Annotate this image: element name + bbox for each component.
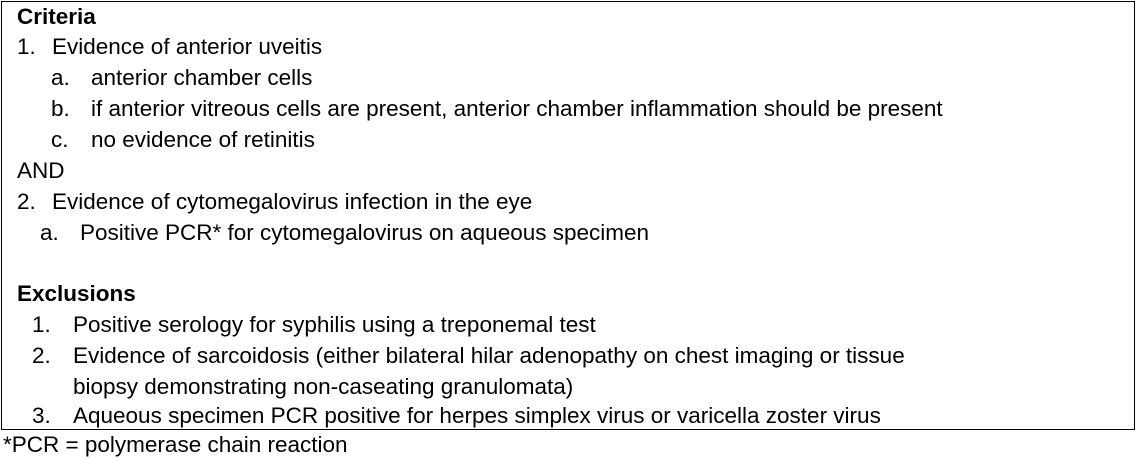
criteria-connector-and: AND xyxy=(17,158,65,183)
exclusion-item-1-number: 1. xyxy=(32,312,51,337)
footnote: *PCR = polymerase chain reaction xyxy=(3,432,348,457)
criteria-subitem-1c-text: no evidence of retinitis xyxy=(91,127,315,152)
criteria-item-1-text: Evidence of anterior uveitis xyxy=(52,34,323,59)
criteria-subitem-1b-letter: b. xyxy=(51,96,70,121)
criteria-subitem-1b-text: if anterior vitreous cells are present, … xyxy=(91,96,943,121)
exclusion-item-2-number: 2. xyxy=(32,343,51,368)
criteria-subitem-2a-letter: a. xyxy=(40,220,59,245)
exclusion-item-1-text: Positive serology for syphilis using a t… xyxy=(73,312,596,337)
criteria-heading: Criteria xyxy=(17,4,96,29)
criteria-table: Criteria 1. Evidence of anterior uveitis… xyxy=(1,1,1135,430)
criteria-item-1-number: 1. xyxy=(17,34,36,59)
criteria-item-2-number: 2. xyxy=(17,189,36,214)
exclusion-item-2-text-line-2: biopsy demonstrating non-caseating granu… xyxy=(73,374,574,399)
exclusion-item-3-text: Aqueous specimen PCR positive for herpes… xyxy=(73,403,881,428)
criteria-subitem-1a-text: anterior chamber cells xyxy=(91,65,313,90)
exclusion-item-2-text-line-1: Evidence of sarcoidosis (either bilatera… xyxy=(73,343,905,368)
criteria-subitem-1a-letter: a. xyxy=(51,65,70,90)
exclusion-item-3-number: 3. xyxy=(32,403,51,428)
criteria-subitem-2a-text: Positive PCR* for cytomegalovirus on aqu… xyxy=(80,220,650,245)
criteria-subitem-1c-letter: c. xyxy=(51,127,69,152)
criteria-item-2-text: Evidence of cytomegalovirus infection in… xyxy=(52,189,533,214)
exclusions-heading: Exclusions xyxy=(17,281,136,306)
